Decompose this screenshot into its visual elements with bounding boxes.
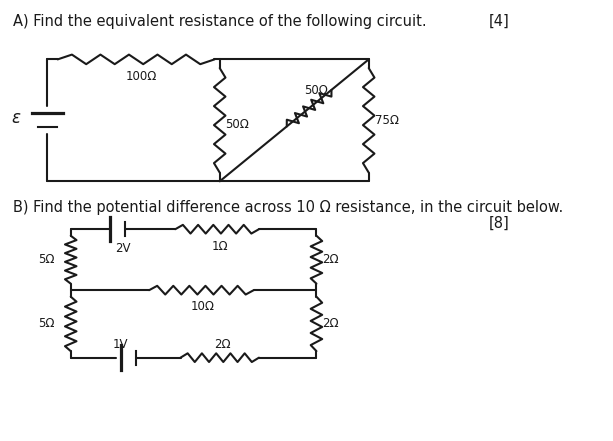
Text: 2Ω: 2Ω [322,253,338,266]
Text: B) Find the potential difference across 10 Ω resistance, in the circuit below.: B) Find the potential difference across … [13,200,563,215]
Text: 10Ω: 10Ω [191,300,215,313]
Text: 50Ω: 50Ω [304,84,328,97]
Text: 5Ω: 5Ω [39,253,55,266]
Text: A) Find the equivalent resistance of the following circuit.: A) Find the equivalent resistance of the… [13,14,427,29]
Text: 1V: 1V [113,338,128,351]
Text: 2Ω: 2Ω [322,318,338,330]
Text: 2Ω: 2Ω [215,338,231,351]
Text: 1Ω: 1Ω [212,240,229,253]
Text: ε: ε [11,109,20,127]
Text: 50Ω: 50Ω [225,118,249,131]
Text: 2V: 2V [115,242,131,255]
Text: 75Ω: 75Ω [375,114,399,127]
Text: [8]: [8] [489,216,510,231]
Text: [4]: [4] [489,14,510,29]
Text: 100Ω: 100Ω [126,70,157,83]
Text: 5Ω: 5Ω [39,318,55,330]
